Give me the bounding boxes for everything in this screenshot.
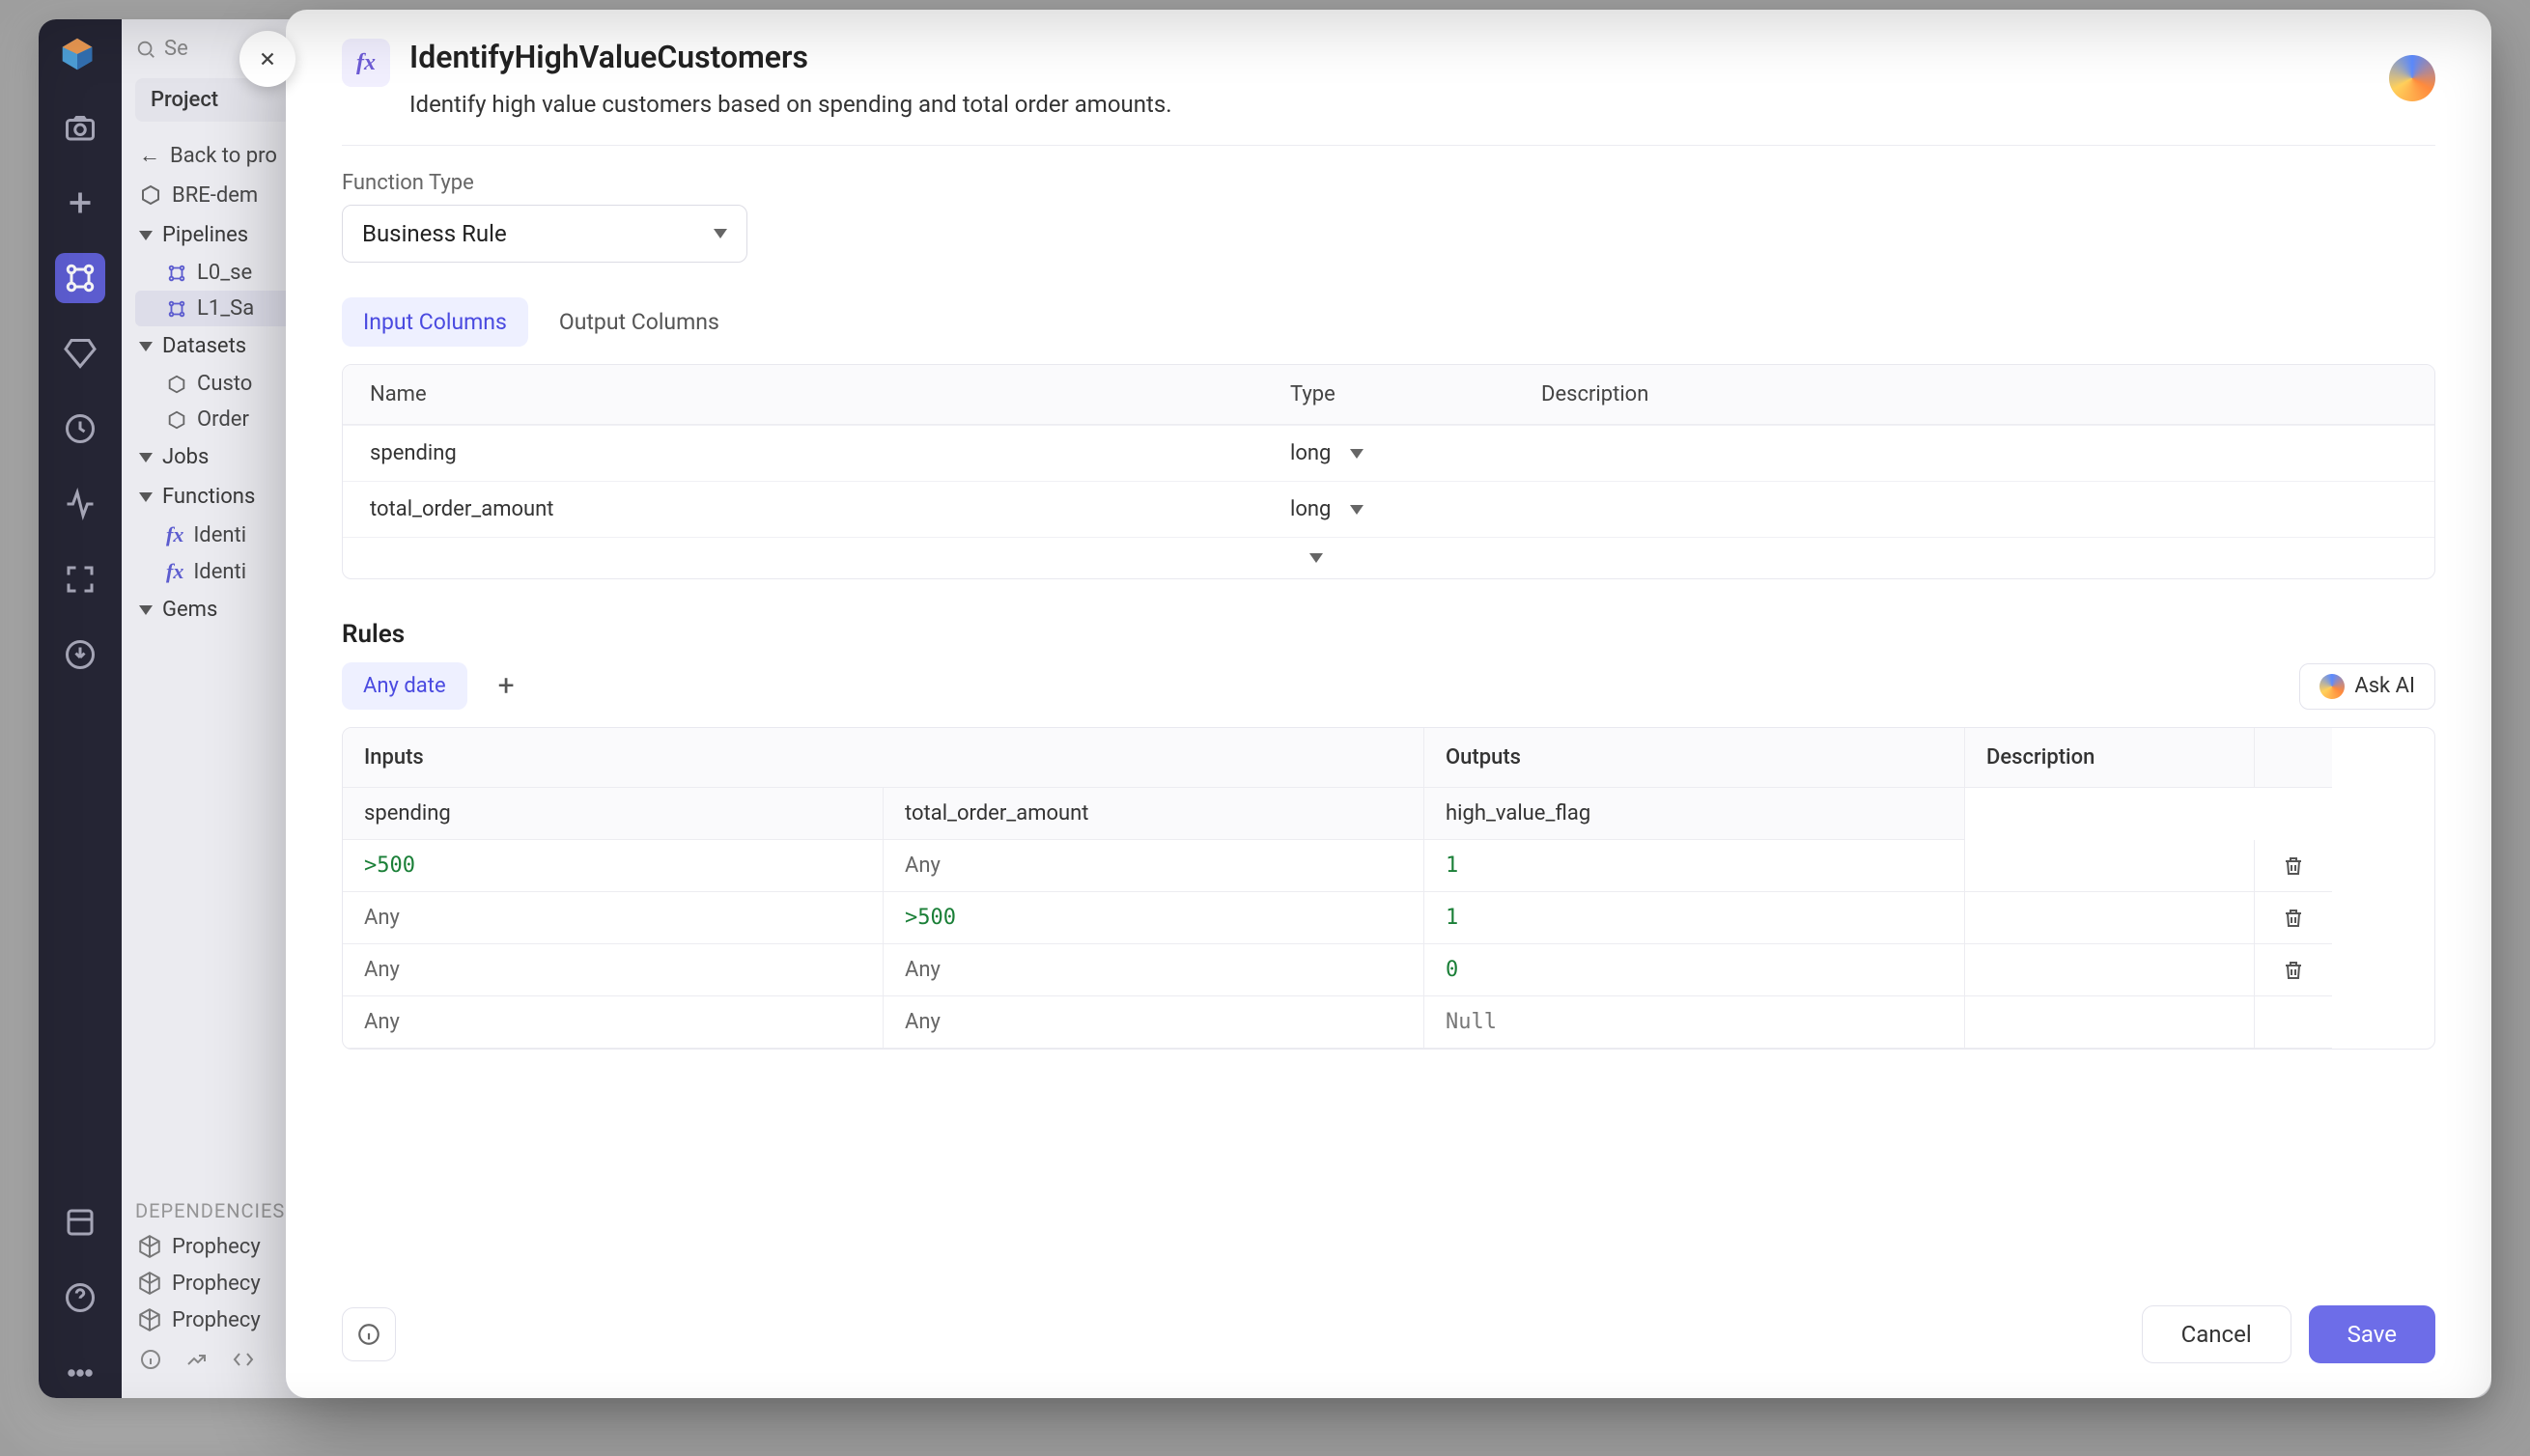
- chevron-down-icon: [1350, 505, 1363, 515]
- chevron-down-icon: [1350, 449, 1363, 459]
- modal-subtitle: Identify high value customers based on s…: [409, 91, 2370, 118]
- inputs-header: Inputs: [343, 728, 1424, 788]
- col-type-cell[interactable]: [1263, 538, 1514, 578]
- chevron-down-icon: [714, 229, 727, 238]
- table-row[interactable]: spending long: [343, 425, 2434, 481]
- date-filter-tag[interactable]: Any date: [342, 662, 467, 710]
- col-name-cell: spending: [343, 426, 1263, 481]
- col-desc-cell: [1514, 494, 2434, 525]
- rule-row[interactable]: Any >500 1: [343, 892, 2434, 944]
- close-button[interactable]: [239, 31, 295, 87]
- col-desc-header: Description: [1514, 365, 2434, 424]
- tab-input-columns[interactable]: Input Columns: [342, 297, 528, 347]
- table-header-row: Name Type Description: [343, 365, 2434, 425]
- chevron-down-icon: [1309, 553, 1323, 563]
- rule-row[interactable]: Any Any Null: [343, 996, 2434, 1049]
- col-type-cell[interactable]: long: [1263, 426, 1514, 481]
- description-header: Description: [1965, 728, 2255, 788]
- table-row[interactable]: total_order_amount long: [343, 481, 2434, 537]
- function-type-label: Function Type: [342, 171, 2435, 195]
- outputs-header: Outputs: [1424, 728, 1965, 788]
- columns-tabs: Input Columns Output Columns: [342, 297, 2435, 347]
- function-type-value: Business Rule: [362, 220, 507, 247]
- col-name-cell: total_order_amount: [343, 482, 1263, 537]
- cancel-button[interactable]: Cancel: [2142, 1305, 2291, 1363]
- rules-column-header: spending total_order_amount high_value_f…: [343, 788, 2434, 840]
- modal-footer: Cancel Save: [342, 1267, 2435, 1363]
- actions-header: [2255, 728, 2332, 788]
- modal-title: IdentifyHighValueCustomers: [409, 39, 2370, 75]
- delete-rule-button[interactable]: [2255, 892, 2332, 944]
- col-name-header: Name: [343, 365, 1263, 424]
- ai-orb-icon[interactable]: [2389, 55, 2435, 101]
- col-name-cell: [343, 543, 1263, 574]
- function-type-select[interactable]: Business Rule: [342, 205, 747, 263]
- ask-ai-button[interactable]: Ask AI: [2299, 663, 2435, 710]
- function-editor-modal: fx IdentifyHighValueCustomers Identify h…: [286, 10, 2491, 1398]
- col-header-total-order: total_order_amount: [884, 788, 1424, 840]
- col-type-cell[interactable]: long: [1263, 482, 1514, 537]
- col-desc-cell: [1514, 543, 2434, 574]
- input-columns-table: Name Type Description spending long tota…: [342, 364, 2435, 579]
- add-rule-button[interactable]: +: [489, 665, 524, 707]
- col-type-header: Type: [1263, 365, 1514, 424]
- rule-row[interactable]: Any Any 0: [343, 944, 2434, 996]
- delete-rule-placeholder: [2255, 996, 2332, 1049]
- rules-heading: Rules: [342, 620, 2435, 649]
- rules-toolbar: Any date + Ask AI: [342, 662, 2435, 710]
- rules-group-header: Inputs Outputs Description: [343, 728, 2434, 788]
- info-button[interactable]: [342, 1307, 396, 1361]
- fx-badge-icon: fx: [342, 39, 390, 87]
- ai-orb-mini-icon: [2319, 674, 2345, 699]
- save-button[interactable]: Save: [2309, 1305, 2435, 1363]
- tab-output-columns[interactable]: Output Columns: [538, 297, 741, 347]
- col-header-spending: spending: [343, 788, 884, 840]
- col-desc-cell: [1514, 438, 2434, 469]
- col-header-flag: high_value_flag: [1424, 788, 1965, 840]
- modal-header: fx IdentifyHighValueCustomers Identify h…: [342, 39, 2435, 146]
- rules-table: Inputs Outputs Description spending tota…: [342, 727, 2435, 1050]
- delete-rule-button[interactable]: [2255, 944, 2332, 996]
- rule-row[interactable]: >500 Any 1: [343, 840, 2434, 892]
- table-row[interactable]: [343, 537, 2434, 578]
- delete-rule-button[interactable]: [2255, 840, 2332, 892]
